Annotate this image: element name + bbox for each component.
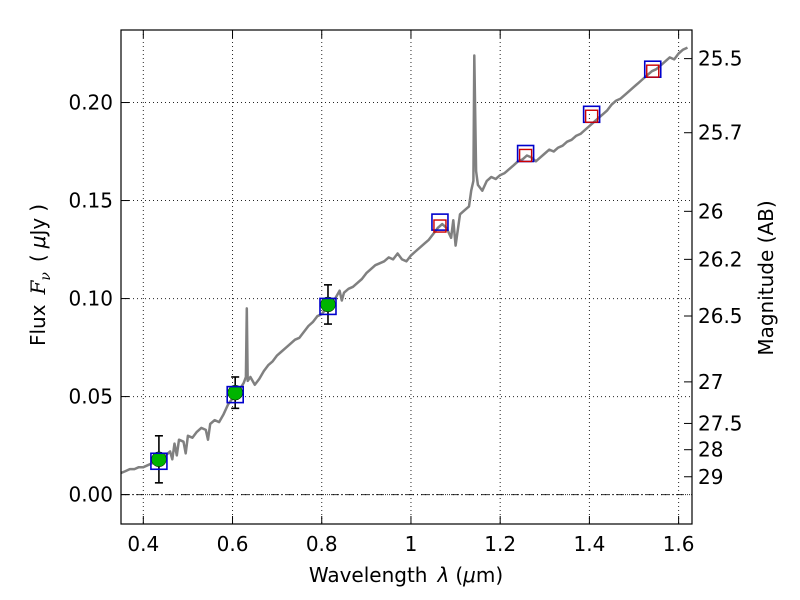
y-tick-label: 0.05	[68, 385, 113, 409]
model-box-marker	[226, 385, 244, 404]
plot-frame	[120, 29, 693, 525]
x-tick-label: 1	[405, 532, 418, 556]
x-tick-label: 0.4	[127, 532, 159, 556]
y2-tick-label: 26.2	[698, 247, 743, 271]
y-axis-ticks: 0.00 0.05 0.10 0.15 0.20	[68, 91, 129, 507]
y2-tick-label: 28	[698, 438, 723, 462]
y-axis-title: FluxFν(μJy)	[26, 204, 54, 346]
nir-box-marker	[646, 64, 660, 78]
spectrum-line	[120, 46, 689, 475]
model-box-marker	[319, 297, 337, 316]
y2-tick-label: 25.5	[698, 47, 743, 71]
model-box-marker	[431, 213, 449, 231]
y2-tick-label: 26.5	[698, 304, 743, 328]
y-tick-label: 0.10	[68, 287, 113, 311]
y2-axis-title: Magnitude (AB)	[754, 200, 778, 355]
y2-tick-label: 27	[698, 370, 723, 394]
x-tick-label: 1.6	[663, 532, 695, 556]
y2-tick-label: 27.5	[698, 411, 743, 435]
y2-tick-label: 25.7	[698, 121, 743, 145]
x-axis-ticks: 0.4 0.6 0.8 1 1.2 1.4 1.6	[127, 30, 695, 556]
y2-tick-label: 29	[698, 465, 723, 489]
nir-box-series	[433, 64, 660, 233]
nir-box-marker	[584, 109, 599, 123]
model-box-marker	[150, 452, 168, 471]
y-tick-label: 0.00	[68, 483, 113, 507]
x-tick-label: 0.6	[217, 532, 249, 556]
x-tick-label: 0.8	[306, 532, 338, 556]
nir-box-marker	[433, 219, 447, 233]
nir-box-marker	[518, 148, 533, 163]
x-tick-label: 1.2	[484, 532, 516, 556]
spectrum-series	[120, 46, 689, 475]
y-tick-label: 0.20	[68, 91, 113, 115]
y2-tick-label: 26	[698, 199, 723, 223]
x-axis-title: Wavelength λ (μm)	[309, 563, 503, 587]
y-tick-label: 0.15	[68, 189, 113, 213]
y2-axis-ticks: 25.5 25.7 26 26.2 26.5 27 27.5 28 29	[684, 47, 743, 489]
x-tick-label: 1.4	[573, 532, 605, 556]
